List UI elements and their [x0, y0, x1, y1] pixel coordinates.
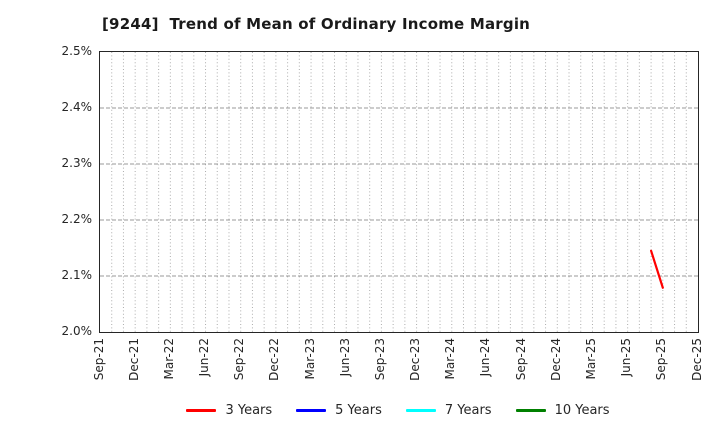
legend-label: 10 Years	[554, 403, 610, 418]
y-tick-label: 2.0%	[61, 324, 93, 338]
x-tick-label: Dec-21	[126, 338, 141, 381]
y-tick-label: 2.3%	[61, 156, 93, 170]
x-tick-label: Jun-23	[337, 338, 352, 377]
x-tick-label: Mar-24	[443, 338, 458, 380]
x-tick-label: Dec-25	[689, 338, 704, 381]
legend-label: 7 Years	[444, 403, 492, 418]
plot-area	[99, 51, 699, 333]
legend: 3 Years 5 Years 7 Years 10 Years	[99, 403, 697, 418]
x-tick-label: Mar-25	[583, 338, 598, 380]
x-tick-label: Jun-24	[478, 338, 493, 377]
y-tick-label: 2.4%	[61, 100, 93, 114]
x-tick-label: Sep-23	[372, 338, 387, 381]
x-tick-label: Dec-23	[408, 338, 423, 381]
y-tick-label: 2.1%	[61, 268, 93, 282]
x-tick-label: Sep-22	[232, 338, 247, 381]
legend-line-swatch	[515, 409, 546, 412]
chart-title: [9244] Trend of Mean of Ordinary Income …	[102, 15, 531, 33]
x-tick-label: Mar-22	[161, 338, 176, 380]
x-tick-label: Sep-24	[513, 338, 528, 381]
x-tick-label: Sep-25	[654, 338, 669, 381]
legend-item-7-years: 7 Years	[405, 403, 492, 418]
legend-line-swatch	[296, 409, 327, 412]
x-tick-label: Dec-24	[548, 338, 563, 381]
y-tick-label: 2.5%	[61, 44, 93, 58]
y-tick-label: 2.2%	[61, 212, 93, 226]
legend-label: 3 Years	[225, 403, 273, 418]
x-tick-label: Jun-22	[197, 338, 212, 377]
legend-label: 5 Years	[335, 403, 382, 418]
legend-item-5-years: 5 Years	[296, 403, 382, 418]
series-line-3-years	[649, 249, 664, 289]
x-tick-label: Jun-25	[619, 338, 634, 377]
legend-item-3-years: 3 Years	[186, 403, 272, 418]
plot-grid-and-series-svg	[100, 52, 698, 332]
legend-item-10-years: 10 Years	[515, 403, 610, 418]
x-tick-label: Dec-22	[267, 338, 282, 381]
legend-line-swatch	[405, 409, 436, 412]
legend-line-swatch	[186, 409, 217, 412]
x-tick-label: Sep-21	[91, 338, 106, 381]
x-tick-label: Mar-23	[302, 338, 317, 380]
